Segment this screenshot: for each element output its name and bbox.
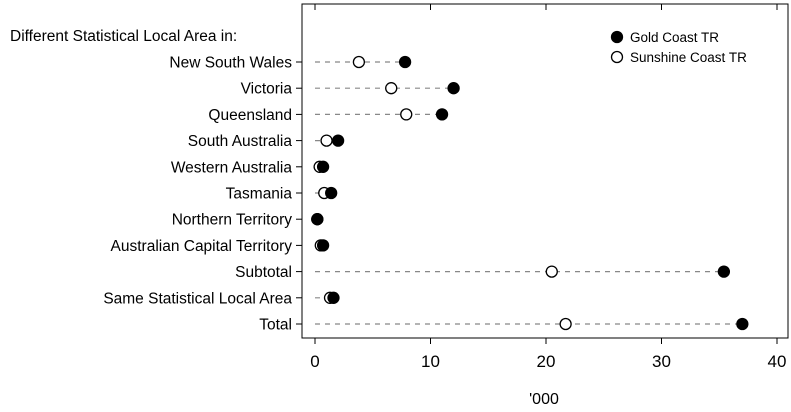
point-sunshine-coast-tr-total [560, 319, 571, 330]
category-label-australian-capital-territory: Australian Capital Territory [111, 238, 293, 255]
point-gold-coast-tr-western-australia [318, 161, 329, 172]
x-tick-label-10: 10 [421, 352, 440, 371]
point-gold-coast-tr-total [737, 319, 748, 330]
x-tick-label-30: 30 [652, 352, 671, 371]
x-tick-label-40: 40 [768, 352, 787, 371]
category-label-northern-territory: Northern Territory [172, 212, 293, 229]
point-gold-coast-tr-tasmania [326, 188, 337, 199]
x-axis-label: '000 [529, 391, 559, 408]
category-label-new-south-wales: New South Wales [169, 55, 292, 72]
category-label-total: Total [259, 317, 292, 334]
legend: Gold Coast TR Sunshine Coast TR [612, 30, 748, 65]
point-gold-coast-tr-australian-capital-territory [318, 240, 329, 251]
point-sunshine-coast-tr-south-australia [321, 135, 332, 146]
category-label-south-australia: South Australia [188, 133, 293, 150]
legend-marker-sunshine-coast [612, 52, 623, 63]
point-sunshine-coast-tr-queensland [401, 109, 412, 120]
category-label-victoria: Victoria [241, 81, 293, 98]
category-label-queensland: Queensland [208, 107, 292, 124]
category-rows: New South Wales Victoria Queensland South A… [103, 55, 748, 334]
category-label-western-australia: Western Australia [171, 159, 293, 176]
point-gold-coast-tr-northern-territory [312, 214, 323, 225]
point-gold-coast-tr-new-south-wales [400, 57, 411, 68]
legend-label-gold-coast: Gold Coast TR [630, 30, 719, 45]
group-label: Different Statistical Local Area in: [10, 28, 237, 45]
point-gold-coast-tr-victoria [448, 83, 459, 94]
category-label-same-statistical-local-area: Same Statistical Local Area [103, 290, 292, 307]
legend-marker-gold-coast [612, 32, 623, 43]
point-gold-coast-tr-same-statistical-local-area [328, 292, 339, 303]
point-sunshine-coast-tr-new-south-wales [353, 57, 364, 68]
category-label-tasmania: Tasmania [226, 186, 293, 203]
point-gold-coast-tr-south-australia [333, 135, 344, 146]
x-tick-label-20: 20 [537, 352, 556, 371]
point-sunshine-coast-tr-victoria [386, 83, 397, 94]
x-tick-label-0: 0 [310, 352, 319, 371]
point-gold-coast-tr-queensland [437, 109, 448, 120]
point-gold-coast-tr-subtotal [718, 266, 729, 277]
category-label-subtotal: Subtotal [235, 264, 292, 281]
legend-label-sunshine-coast: Sunshine Coast TR [630, 50, 747, 65]
point-sunshine-coast-tr-subtotal [546, 266, 557, 277]
